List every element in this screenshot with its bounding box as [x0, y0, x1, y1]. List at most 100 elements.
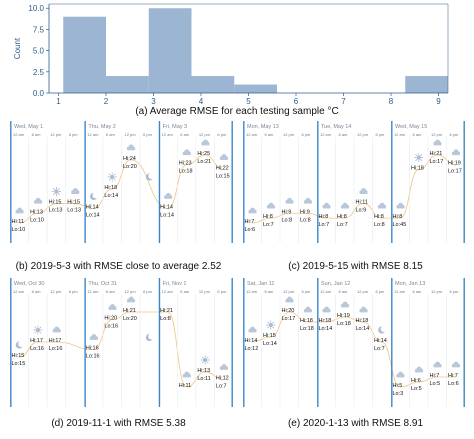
low-temp-label: Lo:13 [67, 208, 81, 214]
time-tick-label: 12 am [162, 132, 174, 137]
high-temp-label: Hi:18 [300, 318, 313, 324]
x-tick-label-1: 2 [104, 97, 109, 105]
day-date-label: Sat, Jan 11 [247, 281, 274, 287]
cloud-icon [377, 202, 387, 209]
caption-c: (c) 2019-5-15 with RMSE 8.15 [288, 261, 423, 272]
time-tick-label: 6 am [265, 132, 275, 137]
time-tick-label: 6 am [413, 132, 423, 137]
cloud-icon [285, 197, 294, 204]
cloud-icon [322, 306, 331, 313]
high-temp-label: Hi:18 [411, 166, 424, 172]
high-temp-label: Hi:15 [49, 200, 62, 206]
x-tick-label-7: 8 [389, 97, 394, 105]
low-temp-label: Lo:20 [123, 316, 137, 322]
x-tick-label-6: 7 [341, 97, 346, 105]
cloud-icon [285, 296, 294, 303]
low-temp-label: Lo:15 [216, 174, 230, 180]
high-temp-label: Hi:8 [393, 214, 403, 220]
low-temp-label: Lo:17 [448, 169, 462, 175]
high-temp-label: Hi:12 [216, 376, 229, 382]
time-tick-label: 6 am [339, 289, 349, 294]
time-tick-label: 12 pm [431, 132, 443, 137]
day-date-label: Wed, Oct 30 [14, 281, 44, 287]
day-date-label: Fri, Nov 1 [163, 281, 187, 287]
x-tick-label-5: 6 [294, 97, 299, 105]
cloud-icon [303, 197, 313, 204]
x-tick-label-0: 1 [56, 97, 61, 105]
time-tick-label: 6 pm [302, 289, 312, 294]
time-tick-label: 12 am [320, 132, 332, 137]
time-tick-label: 12 am [320, 289, 332, 294]
low-temp-label: Lo:7 [216, 384, 227, 390]
time-tick-label: 12 pm [50, 289, 62, 294]
caption-d: (d) 2019-11-1 with RMSE 5.38 [51, 418, 186, 429]
y-axis-label: Count [13, 37, 22, 59]
cloud-icon [359, 188, 368, 194]
low-temp-label: Lo:7 [263, 222, 274, 228]
cloud-icon [71, 188, 80, 194]
time-tick-label: 12 pm [199, 289, 211, 294]
time-tick-label: 12 am [246, 289, 258, 294]
cloud-icon [182, 149, 191, 156]
low-temp-label: Lo:16 [104, 324, 118, 330]
cloud-icon [248, 326, 257, 333]
low-temp-label: Lo:15 [12, 361, 26, 367]
low-temp-label: Lo:8 [282, 217, 293, 223]
cloud-icon [89, 334, 98, 340]
time-tick-label: 12 pm [125, 132, 137, 137]
cloud-icon [248, 207, 257, 214]
time-tick-label: 6 pm [143, 132, 153, 137]
day-date-label: Mon, May 13 [247, 124, 279, 130]
cloud-icon [303, 306, 313, 313]
cloud-icon [396, 371, 405, 378]
time-tick-label: 12 pm [283, 289, 295, 294]
cloud-icon [340, 202, 350, 209]
high-temp-label: Hi:21 [160, 308, 173, 314]
time-tick-label: 6 am [32, 289, 42, 294]
day-date-label: Fri, May 3 [163, 124, 187, 130]
caption-b: (b) 2019-5-3 with RMSE close to average … [15, 261, 222, 272]
high-temp-label: Hi:16 [86, 346, 99, 352]
sun-icon [266, 320, 276, 330]
high-temp-label: Hi:13 [30, 209, 43, 215]
cloud-icon [451, 149, 461, 156]
moon-icon [90, 192, 99, 201]
time-tick-label: 6 am [180, 289, 190, 294]
high-temp-label: Hi:14 [245, 338, 258, 344]
cloud-icon [52, 326, 61, 333]
high-temp-label: Hi:20 [282, 308, 295, 314]
time-tick-label: 12 am [87, 132, 99, 137]
cloud-icon [414, 366, 424, 373]
x-tick-label-2: 3 [151, 97, 156, 105]
day-date-label: Wed, May 1 [14, 124, 43, 130]
low-temp-label: Lo:7 [319, 222, 330, 228]
moon-icon [15, 340, 25, 349]
high-temp-label: Hi:17 [30, 338, 43, 344]
high-temp-label: Hi:18 [319, 318, 332, 324]
time-tick-label: 12 pm [431, 289, 443, 294]
x-tick-label-3: 4 [199, 97, 204, 105]
high-temp-label: Hi:21 [430, 151, 443, 157]
low-temp-label: Lo:8 [160, 316, 171, 322]
day-date-label: Tue, May 14 [321, 124, 351, 130]
temperature-curve [19, 154, 224, 224]
low-temp-label: Lo:18 [300, 326, 314, 332]
low-temp-label: Lo:45 [393, 222, 407, 228]
low-temp-label: Lo:7 [337, 222, 348, 228]
time-tick-label: 6 pm [302, 132, 312, 137]
low-temp-label: Lo:8 [300, 217, 311, 223]
time-tick-label: 12 am [13, 289, 25, 294]
sun-icon [33, 325, 43, 335]
low-temp-label: Lo:18 [179, 169, 193, 175]
forecast-svg-b: Wed, May 1 12 am 6 am 12 pm 6 pm Hi:11 Lo:10 Hi… [10, 121, 233, 243]
low-temp-label: Lo:18 [337, 321, 351, 327]
time-tick-label: 12 pm [199, 132, 211, 137]
histogram-bar-2 [106, 76, 149, 93]
y-tick-label-0: 0.0 [33, 89, 45, 98]
sun-icon [107, 172, 117, 182]
time-tick-label: 6 pm [143, 289, 153, 294]
time-tick-label: 6 am [32, 132, 42, 137]
low-temp-label: Lo:17 [430, 159, 444, 165]
caption-e: (e) 2020-1-13 with RMSE 8.91 [287, 418, 424, 429]
low-temp-label: Lo:7 [374, 346, 385, 352]
